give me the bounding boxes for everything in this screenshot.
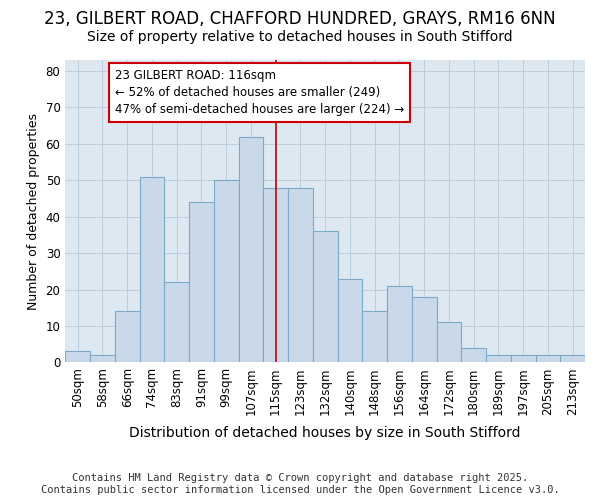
Bar: [164, 282, 189, 362]
Text: 23, GILBERT ROAD, CHAFFORD HUNDRED, GRAYS, RM16 6NN: 23, GILBERT ROAD, CHAFFORD HUNDRED, GRAY…: [44, 10, 556, 28]
Bar: [263, 188, 288, 362]
Bar: [115, 312, 140, 362]
Bar: [189, 202, 214, 362]
Bar: [90, 355, 115, 362]
Text: Contains HM Land Registry data © Crown copyright and database right 2025.
Contai: Contains HM Land Registry data © Crown c…: [41, 474, 559, 495]
X-axis label: Distribution of detached houses by size in South Stifford: Distribution of detached houses by size …: [130, 426, 521, 440]
Bar: [362, 312, 387, 362]
Bar: [511, 355, 536, 362]
Text: 23 GILBERT ROAD: 116sqm
← 52% of detached houses are smaller (249)
47% of semi-d: 23 GILBERT ROAD: 116sqm ← 52% of detache…: [115, 69, 404, 116]
Bar: [214, 180, 239, 362]
Bar: [239, 136, 263, 362]
Text: Size of property relative to detached houses in South Stifford: Size of property relative to detached ho…: [87, 30, 513, 44]
Bar: [461, 348, 486, 362]
Bar: [486, 355, 511, 362]
Bar: [437, 322, 461, 362]
Bar: [536, 355, 560, 362]
Bar: [560, 355, 585, 362]
Bar: [313, 231, 338, 362]
Bar: [387, 286, 412, 362]
Bar: [288, 188, 313, 362]
Bar: [65, 352, 90, 362]
Bar: [338, 278, 362, 362]
Bar: [412, 297, 437, 362]
Y-axis label: Number of detached properties: Number of detached properties: [27, 112, 40, 310]
Bar: [140, 176, 164, 362]
